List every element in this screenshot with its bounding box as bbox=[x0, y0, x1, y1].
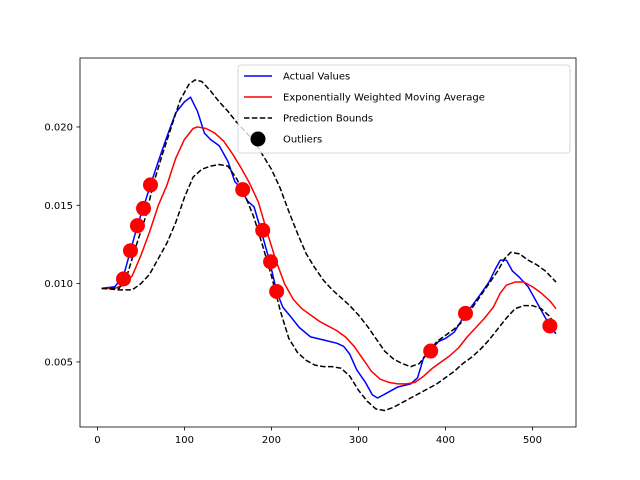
axes-border bbox=[79, 57, 577, 428]
outlier-point bbox=[269, 283, 285, 299]
x-axis: 0 100 200 300 400 500 bbox=[94, 427, 542, 446]
x-tick-label: 500 bbox=[523, 435, 542, 446]
series-line-ewma bbox=[101, 126, 557, 385]
outlier-point bbox=[255, 222, 271, 238]
x-tick-label: 400 bbox=[436, 435, 455, 446]
outlier-point bbox=[457, 305, 473, 321]
x-tick-label: 0 bbox=[94, 435, 100, 446]
outlier-point bbox=[116, 271, 132, 287]
legend-label: Actual Values bbox=[283, 72, 350, 83]
outlier-point bbox=[129, 218, 145, 234]
legend-box bbox=[237, 64, 571, 154]
series-line-lower-bound bbox=[101, 163, 557, 412]
y-tick-label: 0.005 bbox=[44, 358, 73, 369]
x-tick-label: 100 bbox=[175, 435, 194, 446]
y-axis: 0.005 0.010 0.015 0.020 bbox=[44, 123, 80, 369]
legend: Actual Values Exponentially Weighted Movi… bbox=[237, 64, 571, 154]
legend-label: Outliers bbox=[283, 135, 322, 146]
x-tick-label: 300 bbox=[349, 435, 368, 446]
legend-label: Prediction Bounds bbox=[283, 114, 373, 125]
series-line-actual bbox=[101, 96, 557, 399]
axes-frame bbox=[79, 57, 577, 428]
y-tick-label: 0.015 bbox=[44, 201, 73, 212]
outlier-point bbox=[423, 343, 439, 359]
y-tick-label: 0.010 bbox=[44, 279, 73, 290]
outlier-point bbox=[263, 254, 279, 270]
series-line-upper-bound bbox=[101, 79, 557, 368]
outlier-point bbox=[142, 177, 158, 193]
y-tick-label: 0.020 bbox=[44, 123, 73, 134]
outlier-point bbox=[235, 182, 251, 198]
plot-area bbox=[101, 79, 558, 412]
outlier-point bbox=[136, 200, 152, 216]
outlier-point bbox=[542, 318, 558, 334]
x-tick-label: 200 bbox=[262, 435, 281, 446]
legend-marker bbox=[250, 131, 266, 147]
outlier-point bbox=[122, 243, 138, 259]
legend-label: Exponentially Weighted Moving Average bbox=[283, 93, 485, 104]
